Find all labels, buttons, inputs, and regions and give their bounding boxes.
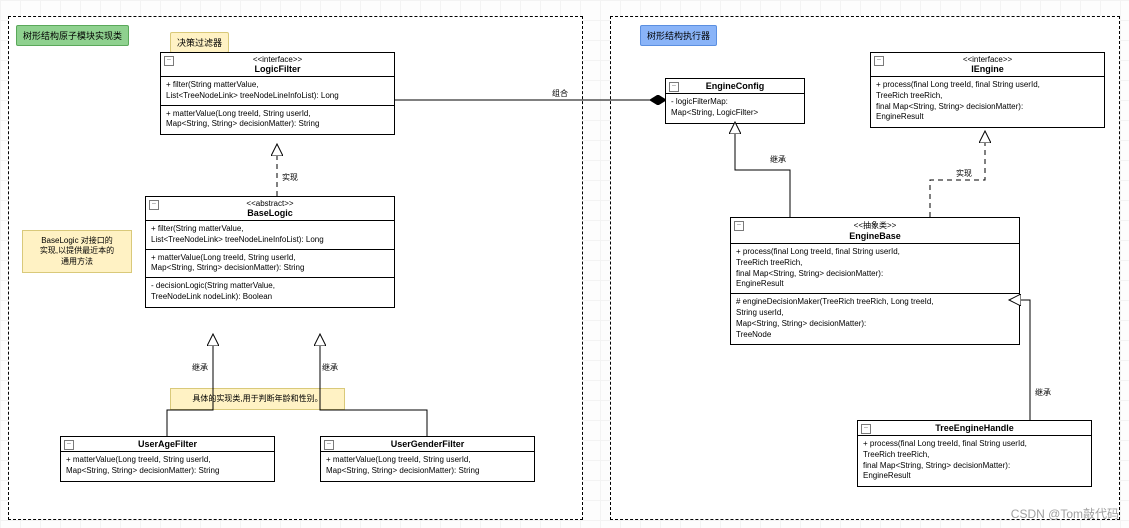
left-title-tag: 树形结构原子模块实现类 (16, 25, 129, 46)
watermark: CSDN @Tom敲代码 (1011, 505, 1119, 522)
collapse-icon: – (734, 221, 744, 231)
member: final Map<String, String> decisionMatter… (863, 461, 1086, 472)
stereo: <<interface>> (165, 55, 390, 64)
member: + matterValue(Long treeId, String userId… (66, 455, 269, 466)
collapse-icon: – (874, 56, 884, 66)
note-line: BaseLogic 对接口的 (29, 236, 125, 246)
uml-logicfilter: – <<interface>> LogicFilter + filter(Str… (160, 52, 395, 135)
note-concrete: 具体的实现类,用于判断年龄和性别。 (170, 388, 345, 410)
member: TreeRich treeRich, (736, 258, 1014, 269)
collapse-icon: – (164, 56, 174, 66)
uml-useragefilter: – UserAgeFilter + matterValue(Long treeI… (60, 436, 275, 482)
member: String userId, (736, 308, 1014, 319)
member: + matterValue(Long treeId, String userId… (151, 253, 389, 264)
stereo: <<interface>> (875, 55, 1100, 64)
uml-baselogic: – <<abstract>> BaseLogic + filter(String… (145, 196, 395, 308)
member: # engineDecisionMaker(TreeRich treeRich,… (736, 297, 1014, 308)
note-baselogic: BaseLogic 对接口的 实现,以提供最近本的 通用方法 (22, 230, 132, 273)
note-line: 通用方法 (29, 257, 125, 267)
member: Map<String, String> decisionMatter): Str… (66, 466, 269, 477)
member: EngineResult (863, 471, 1086, 482)
member: + process(final Long treeId, final Strin… (863, 439, 1086, 450)
member: - logicFilterMap: (671, 97, 799, 108)
member: TreeRich treeRich, (863, 450, 1086, 461)
left-sub-tag: 决策过滤器 (170, 32, 229, 53)
member: + filter(String matterValue, (151, 224, 389, 235)
class-name: EngineBase (735, 231, 1015, 241)
collapse-icon: – (324, 440, 334, 450)
stereo: <<abstract>> (150, 199, 390, 208)
member: Map<String, String> decisionMatter): (736, 319, 1014, 330)
collapse-icon: – (669, 82, 679, 92)
class-name: BaseLogic (150, 208, 390, 218)
class-name: LogicFilter (165, 64, 390, 74)
member: EngineResult (876, 112, 1099, 123)
member: TreeNode (736, 330, 1014, 341)
collapse-icon: – (149, 200, 159, 210)
member: final Map<String, String> decisionMatter… (876, 102, 1099, 113)
class-name: UserGenderFilter (325, 439, 530, 449)
member: + filter(String matterValue, (166, 80, 389, 91)
member: TreeRich treeRich, (876, 91, 1099, 102)
class-name: EngineConfig (670, 81, 800, 91)
member: List<TreeNodeLink> treeNodeLineInfoList)… (151, 235, 389, 246)
member: final Map<String, String> decisionMatter… (736, 269, 1014, 280)
member: + matterValue(Long treeId, String userId… (166, 109, 389, 120)
uml-treeenginehandle: – TreeEngineHandle + process(final Long … (857, 420, 1092, 487)
member: + process(final Long treeId, final Strin… (736, 247, 1014, 258)
member: EngineResult (736, 279, 1014, 290)
member: Map<String, String> decisionMatter): Str… (151, 263, 389, 274)
member: List<TreeNodeLink> treeNodeLineInfoList)… (166, 91, 389, 102)
uml-engineconfig: – EngineConfig - logicFilterMap: Map<Str… (665, 78, 805, 124)
uml-iengine: – <<interface>> IEngine + process(final … (870, 52, 1105, 128)
collapse-icon: – (64, 440, 74, 450)
member: - decisionLogic(String matterValue, (151, 281, 389, 292)
uml-enginebase: – <<抽象类>> EngineBase + process(final Lon… (730, 217, 1020, 345)
member: + matterValue(Long treeId, String userId… (326, 455, 529, 466)
member: Map<String, String> decisionMatter): Str… (326, 466, 529, 477)
class-name: UserAgeFilter (65, 439, 270, 449)
uml-usergenderfilter: – UserGenderFilter + matterValue(Long tr… (320, 436, 535, 482)
member: + process(final Long treeId, final Strin… (876, 80, 1099, 91)
collapse-icon: – (861, 424, 871, 434)
member: TreeNodeLink nodeLink): Boolean (151, 292, 389, 303)
right-title-tag: 树形结构执行器 (640, 25, 717, 46)
note-line: 具体的实现类,用于判断年龄和性别。 (177, 394, 338, 404)
member: Map<String, LogicFilter> (671, 108, 799, 119)
member: Map<String, String> decisionMatter): Str… (166, 119, 389, 130)
note-line: 实现,以提供最近本的 (29, 246, 125, 256)
class-name: TreeEngineHandle (862, 423, 1087, 433)
class-name: IEngine (875, 64, 1100, 74)
stereo: <<抽象类>> (735, 220, 1015, 231)
